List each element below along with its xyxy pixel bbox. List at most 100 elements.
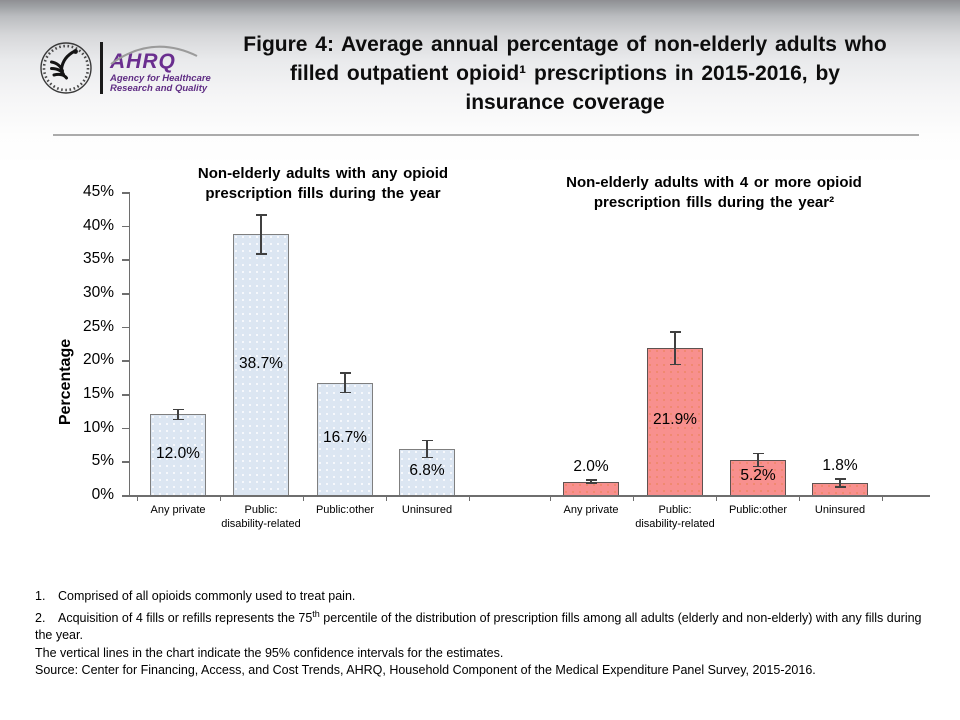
y-tick-label: 5% bbox=[91, 452, 114, 470]
x-tick-mark bbox=[549, 496, 551, 501]
y-tick-mark bbox=[122, 192, 129, 194]
y-tick-label: 15% bbox=[82, 385, 114, 402]
x-tick-mark bbox=[798, 496, 800, 501]
x-tick-mark bbox=[302, 496, 304, 501]
bar-value-label: 21.9% bbox=[653, 411, 697, 429]
ahrq-tagline-line1: Agency for Healthcare bbox=[110, 72, 211, 84]
bar-value-label: 6.8% bbox=[409, 462, 445, 480]
footnote-text-pre: Acquisition of 4 fills or refills repres… bbox=[58, 610, 313, 625]
ahrq-tagline-line2: Research and Quality bbox=[110, 83, 208, 94]
x-category-label: Any private bbox=[150, 504, 206, 516]
bar bbox=[647, 347, 703, 495]
x-category-label: Public:other bbox=[728, 504, 788, 516]
x-tick-mark bbox=[468, 496, 470, 501]
x-category-label: Any private bbox=[563, 504, 619, 516]
x-category-label: Public:other bbox=[315, 504, 375, 516]
x-category-label: Public: disability-related bbox=[221, 504, 301, 530]
ahrq-wordmark: AHRQ Agency for Healthcare Research and … bbox=[110, 42, 211, 95]
footnote-text: Acquisition of 4 fills or refills repres… bbox=[35, 608, 922, 643]
slide-title-line2: filled outpatient opioid¹ prescriptions … bbox=[290, 62, 840, 85]
y-tick-label: 30% bbox=[82, 284, 114, 301]
bar-value-label: 16.7% bbox=[323, 428, 367, 446]
x-tick-mark bbox=[136, 496, 138, 501]
error-bar-line bbox=[177, 409, 179, 420]
error-bar-cap-top bbox=[172, 408, 184, 411]
y-tick-mark bbox=[122, 225, 129, 228]
hhs-seal-icon bbox=[40, 42, 92, 94]
bar-value-label: 38.7% bbox=[239, 354, 283, 372]
footnote-text-post: percentile of the distribution of prescr… bbox=[35, 610, 922, 643]
y-tick-label: 35% bbox=[82, 250, 114, 268]
error-bar-cap-bottom bbox=[339, 391, 351, 394]
error-bar-cap-bottom bbox=[255, 253, 267, 255]
error-bar-cap-top bbox=[669, 331, 681, 333]
y-tick-label: 45% bbox=[82, 183, 114, 200]
footnote-superscript: th bbox=[312, 608, 320, 619]
x-category-label: Uninsured bbox=[814, 504, 866, 516]
logo-divider bbox=[100, 42, 103, 94]
error-bar-line bbox=[674, 332, 676, 365]
group-title: Non-elderly adults with any opioid presc… bbox=[197, 165, 449, 202]
error-bar-line bbox=[344, 373, 346, 393]
y-tick-label: 25% bbox=[82, 317, 114, 335]
footnote-number: 1. bbox=[35, 589, 46, 604]
y-axis-line bbox=[128, 192, 130, 495]
error-bar-line bbox=[839, 478, 841, 487]
header-divider-line bbox=[53, 134, 919, 136]
slide-title-line1: Figure 4: Average annual percentage of n… bbox=[243, 33, 887, 56]
x-category-label: Uninsured bbox=[401, 504, 453, 516]
bar bbox=[150, 414, 206, 495]
error-bar-cap-top bbox=[585, 479, 597, 481]
y-tick-label: 10% bbox=[82, 418, 114, 436]
footnote-text-pre: Comprised of all opioids commonly used t… bbox=[58, 589, 356, 604]
y-tick-label: 40% bbox=[82, 216, 114, 234]
y-tick-mark bbox=[122, 495, 129, 497]
error-bar-cap-top bbox=[339, 372, 351, 374]
error-bar-line bbox=[590, 480, 592, 483]
error-bar-cap-top bbox=[834, 478, 846, 480]
bar bbox=[233, 234, 289, 495]
error-bar-cap-bottom bbox=[752, 465, 764, 468]
ahrq-logo: AHRQ Agency for Healthcare Research and … bbox=[38, 38, 211, 98]
bar-value-label: 2.0% bbox=[573, 458, 609, 476]
ahrq-tagline: Agency for Healthcare Research and Quali… bbox=[110, 72, 211, 95]
bar bbox=[317, 382, 373, 495]
footnote-number: 2. bbox=[35, 610, 46, 625]
bar-value-label: 1.8% bbox=[822, 456, 858, 474]
bar bbox=[730, 459, 786, 495]
y-tick-mark bbox=[122, 326, 129, 329]
slide-title: Figure 4: Average annual percentage of n… bbox=[190, 30, 940, 117]
x-tick-mark bbox=[715, 496, 717, 501]
y-tick-label: 20% bbox=[82, 351, 114, 369]
x-tick-mark bbox=[632, 496, 634, 501]
error-bar-cap-bottom bbox=[669, 363, 681, 366]
ahrq-arc-icon bbox=[110, 45, 198, 65]
x-category-label: Public: disability-related bbox=[635, 504, 715, 530]
error-bar-cap-top bbox=[421, 439, 433, 442]
bar-value-label: 5.2% bbox=[740, 467, 776, 485]
confidence-interval-note: The vertical lines in the chart indicate… bbox=[35, 645, 504, 660]
error-bar-cap-top bbox=[752, 452, 764, 454]
footnote-text: Comprised of all opioids commonly used t… bbox=[58, 589, 355, 603]
error-bar-line bbox=[260, 214, 262, 254]
error-bar-cap-top bbox=[255, 214, 267, 216]
group-title: Non-elderly adults with 4 or more opioid… bbox=[566, 174, 862, 211]
bar bbox=[563, 481, 619, 495]
x-axis-line bbox=[128, 495, 930, 497]
slide-title-line3: insurance coverage bbox=[465, 91, 665, 114]
footnote-block: 1. Comprised of all opioids commonly used… bbox=[35, 584, 935, 680]
source-note: Source: Center for Financing, Access, an… bbox=[35, 663, 816, 678]
y-tick-mark bbox=[122, 293, 129, 295]
y-tick-mark bbox=[122, 461, 129, 463]
footnote-item: 2. Acquisition of 4 fills or refills repr… bbox=[35, 606, 935, 645]
bar-value-label: 12.0% bbox=[156, 444, 200, 462]
x-tick-mark bbox=[881, 496, 883, 501]
y-tick-mark bbox=[122, 360, 129, 362]
y-tick-mark bbox=[122, 427, 129, 430]
x-tick-mark bbox=[219, 496, 221, 501]
error-bar-cap-bottom bbox=[585, 482, 597, 484]
error-bar-cap-bottom bbox=[834, 486, 846, 488]
y-tick-mark bbox=[122, 394, 129, 396]
